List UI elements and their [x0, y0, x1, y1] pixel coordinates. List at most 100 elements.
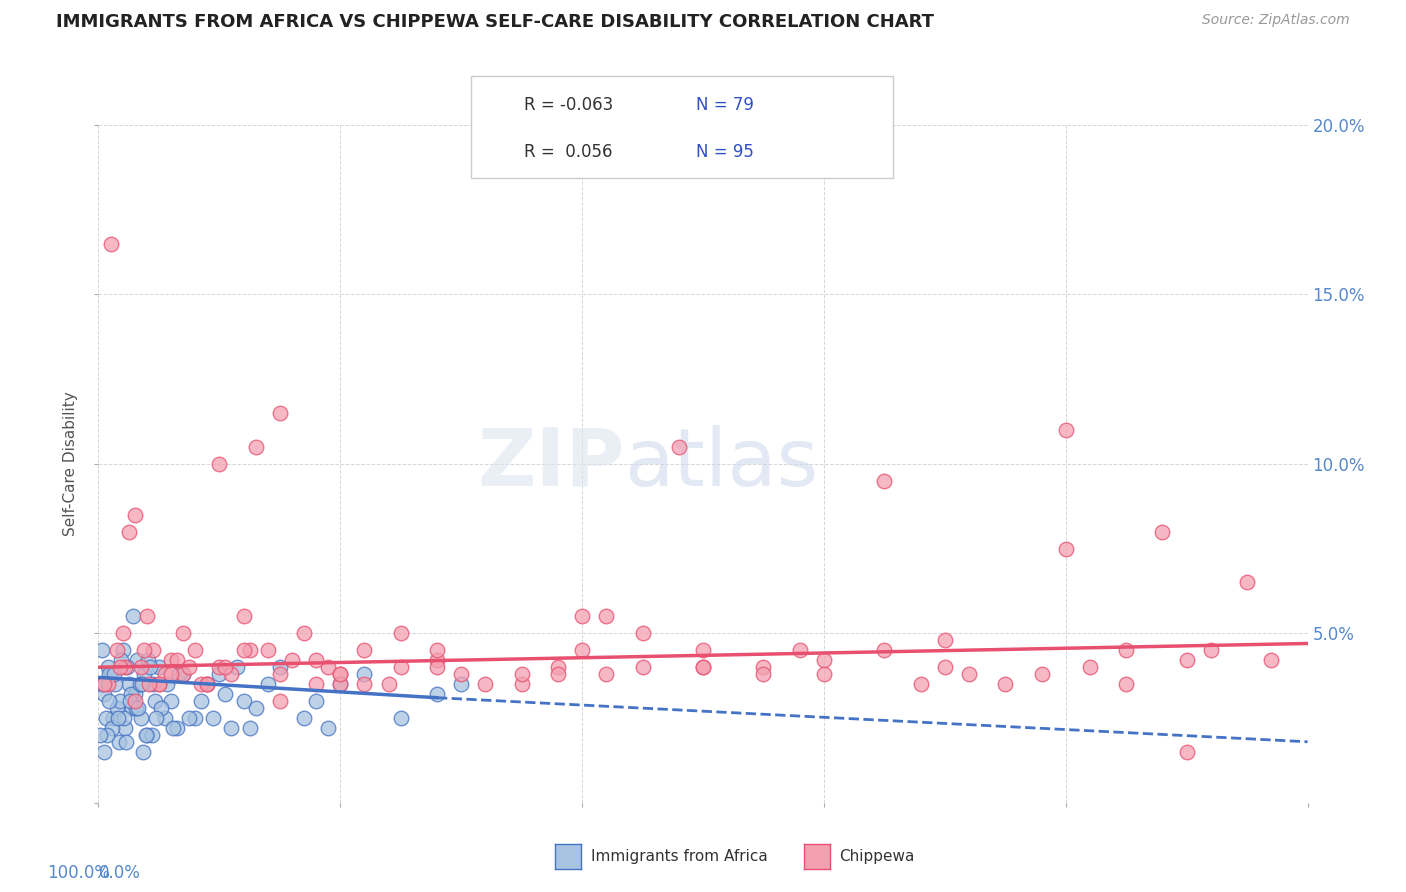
- Point: [166, 721, 188, 735]
- Point: [510, 677, 533, 691]
- Point: [127, 701, 149, 715]
- Point: [1236, 575, 1258, 590]
- Point: [150, 701, 173, 715]
- Point: [389, 660, 412, 674]
- Point: [162, 721, 184, 735]
- Point: [124, 694, 146, 708]
- Point: [1152, 524, 1174, 539]
- Point: [292, 711, 315, 725]
- Point: [232, 694, 254, 708]
- Point: [166, 653, 188, 667]
- Point: [214, 660, 236, 674]
- Point: [353, 667, 375, 681]
- Point: [1115, 677, 1137, 691]
- Point: [96, 728, 118, 742]
- Point: [329, 667, 352, 681]
- Text: 0.0%: 0.0%: [98, 863, 141, 882]
- Point: [91, 643, 114, 657]
- Y-axis label: Self-Care Disability: Self-Care Disability: [63, 392, 79, 536]
- Point: [156, 677, 179, 691]
- Point: [120, 687, 142, 701]
- Point: [692, 660, 714, 674]
- Point: [111, 626, 134, 640]
- Point: [160, 653, 183, 667]
- Point: [135, 609, 157, 624]
- Point: [239, 721, 262, 735]
- Point: [108, 694, 131, 708]
- Point: [107, 711, 129, 725]
- Point: [692, 643, 714, 657]
- Point: [957, 667, 980, 681]
- Point: [111, 643, 134, 657]
- Point: [329, 677, 352, 691]
- Point: [245, 440, 267, 454]
- Point: [112, 711, 135, 725]
- Point: [281, 653, 304, 667]
- Point: [595, 667, 617, 681]
- Point: [269, 667, 291, 681]
- Point: [214, 687, 236, 701]
- Point: [97, 660, 120, 674]
- Point: [91, 677, 114, 691]
- Point: [292, 626, 315, 640]
- Point: [169, 667, 191, 681]
- Point: [148, 677, 170, 691]
- Point: [1054, 541, 1077, 556]
- Point: [232, 609, 254, 624]
- Point: [910, 677, 932, 691]
- Text: Source: ZipAtlas.com: Source: ZipAtlas.com: [1202, 13, 1350, 28]
- Point: [127, 653, 149, 667]
- Point: [110, 653, 132, 667]
- Point: [752, 660, 775, 674]
- Point: [873, 474, 896, 488]
- Point: [135, 728, 157, 742]
- Point: [631, 626, 654, 640]
- Point: [305, 677, 328, 691]
- Point: [135, 728, 157, 742]
- Point: [510, 667, 533, 681]
- Point: [105, 701, 128, 715]
- Point: [934, 633, 956, 648]
- Point: [450, 677, 472, 691]
- Point: [226, 660, 249, 674]
- Point: [692, 660, 714, 674]
- Point: [190, 694, 212, 708]
- Point: [232, 643, 254, 657]
- Point: [1031, 667, 1053, 681]
- Point: [172, 626, 194, 640]
- Point: [145, 711, 167, 725]
- Point: [124, 687, 146, 701]
- Text: N = 79: N = 79: [696, 96, 754, 114]
- Text: Immigrants from Africa: Immigrants from Africa: [591, 849, 768, 863]
- Point: [474, 677, 496, 691]
- Point: [547, 660, 569, 674]
- Point: [221, 721, 243, 735]
- Point: [142, 677, 165, 691]
- Point: [631, 660, 654, 674]
- Point: [426, 660, 449, 674]
- Point: [329, 667, 352, 681]
- Point: [90, 677, 112, 691]
- Point: [124, 508, 146, 522]
- Point: [256, 643, 278, 657]
- Point: [143, 694, 166, 708]
- Point: [221, 667, 243, 681]
- Point: [195, 677, 218, 691]
- Point: [994, 677, 1017, 691]
- Point: [93, 745, 115, 759]
- Point: [789, 643, 811, 657]
- Point: [389, 626, 412, 640]
- Point: [316, 660, 339, 674]
- Point: [172, 667, 194, 681]
- Point: [118, 524, 141, 539]
- Text: atlas: atlas: [624, 425, 818, 503]
- Point: [1175, 745, 1198, 759]
- Point: [97, 694, 120, 708]
- Text: ZIP: ZIP: [477, 425, 624, 503]
- Point: [153, 711, 176, 725]
- Point: [93, 677, 115, 691]
- Point: [813, 667, 835, 681]
- Point: [571, 643, 593, 657]
- Point: [122, 609, 145, 624]
- Point: [138, 677, 160, 691]
